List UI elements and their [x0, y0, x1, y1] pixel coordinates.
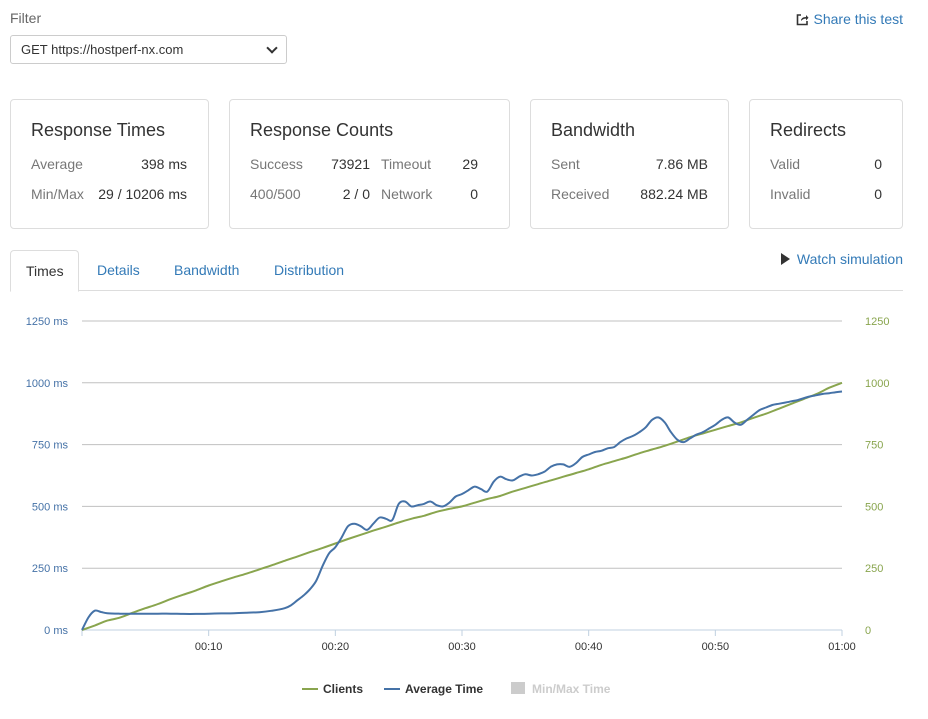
watch-label: Watch simulation: [796, 251, 903, 267]
chart-legend: Clients Average Time Min/Max Time: [302, 682, 611, 696]
network-label: Network: [381, 186, 433, 202]
chart-tabs: Times Details Bandwidth Distribution: [10, 250, 903, 292]
sent-value: 7.86 MB: [655, 156, 708, 172]
tab-bandwidth[interactable]: Bandwidth: [174, 262, 240, 278]
left-tick-label: 500 ms: [32, 501, 69, 513]
right-tick-label: 0: [865, 625, 871, 637]
response-times-card: Response Times Average 398 ms Min/Max 29…: [10, 99, 209, 229]
invalid-label: Invalid: [770, 186, 811, 202]
card-title: Response Counts: [250, 120, 394, 140]
series-line-average-time: [81, 390, 843, 631]
left-tick-label: 1250 ms: [26, 316, 69, 328]
x-tick-label: 00:10: [195, 641, 223, 653]
timeout-label: Timeout: [381, 156, 432, 172]
chart-grid: [82, 320, 842, 569]
right-axis-labels: 0 250 500 750 1000 1250: [865, 316, 889, 637]
left-tick-label: 250 ms: [32, 563, 69, 575]
success-label: Success: [250, 156, 303, 172]
share-label: Share this test: [813, 11, 904, 27]
timeout-value: 29: [462, 156, 478, 172]
share-icon: [796, 13, 808, 25]
series-line-clients: [81, 381, 843, 631]
bandwidth-card: Bandwidth Sent 7.86 MB Received 882.24 M…: [530, 99, 729, 229]
left-tick-label: 1000 ms: [26, 378, 69, 390]
legend-item-clients-label: Clients: [323, 682, 363, 696]
card-title: Response Times: [31, 120, 166, 140]
legend-item-average-time-label: Average Time: [405, 682, 483, 696]
right-tick-label: 1000: [865, 378, 889, 390]
left-axis-labels: 0 ms 250 ms 500 ms 750 ms 1000 ms 1250 ms: [26, 316, 69, 637]
average-label: Average: [31, 156, 83, 172]
left-tick-label: 750 ms: [32, 440, 69, 452]
filter-selected-value: GET https://hostperf-nx.com: [21, 42, 184, 57]
x-tick-label: 00:20: [322, 641, 350, 653]
average-value: 398 ms: [141, 156, 187, 172]
share-test-link[interactable]: Share this test: [796, 11, 904, 27]
network-value: 0: [470, 186, 478, 202]
legend-item-min-max-time-label: Min/Max Time: [532, 682, 611, 696]
tab-times[interactable]: Times: [10, 250, 79, 292]
minmax-value: 29 / 10206 ms: [98, 186, 187, 202]
received-label: Received: [551, 186, 610, 202]
sent-label: Sent: [551, 156, 580, 172]
filter-select[interactable]: GET https://hostperf-nx.com: [10, 35, 287, 64]
valid-value: 0: [874, 156, 882, 172]
filter-label: Filter: [10, 10, 42, 26]
success-value: 73921: [331, 156, 370, 172]
tab-details[interactable]: Details: [97, 262, 140, 278]
response-counts-card: Response Counts Success 73921 Timeout 29…: [229, 99, 510, 229]
x-axis: 00:10 00:20 00:30 00:40 00:50 01:00: [81, 629, 856, 653]
right-tick-label: 1250: [865, 316, 889, 328]
x-tick-label: 00:30: [448, 641, 476, 653]
error-400-500-label: 400/500: [250, 186, 301, 202]
received-value: 882.24 MB: [640, 186, 708, 202]
right-tick-label: 250: [865, 563, 883, 575]
x-tick-label: 00:50: [702, 641, 730, 653]
x-tick-label: 01:00: [828, 641, 856, 653]
card-title: Redirects: [770, 120, 847, 140]
chart-series: [81, 381, 843, 631]
card-title: Bandwidth: [551, 120, 636, 140]
tab-distribution[interactable]: Distribution: [274, 262, 345, 278]
right-tick-label: 750: [865, 440, 883, 452]
minmax-label: Min/Max: [31, 186, 84, 202]
times-chart: 0 ms 250 ms 500 ms 750 ms 1000 ms 1250 ms 0 25…: [26, 316, 890, 696]
play-icon: [780, 253, 790, 265]
redirects-card: Redirects Valid 0 Invalid 0: [749, 99, 903, 229]
legend-item-min-max-time-symbol: [511, 682, 525, 694]
valid-label: Valid: [770, 156, 801, 172]
x-tick-label: 00:40: [575, 641, 603, 653]
left-tick-label: 0 ms: [44, 625, 68, 637]
watch-simulation-link[interactable]: Watch simulation: [780, 251, 903, 267]
invalid-value: 0: [874, 186, 882, 202]
chevron-down-icon: [266, 41, 278, 54]
error-400-500-value: 2 / 0: [342, 186, 370, 202]
right-tick-label: 500: [865, 501, 883, 513]
